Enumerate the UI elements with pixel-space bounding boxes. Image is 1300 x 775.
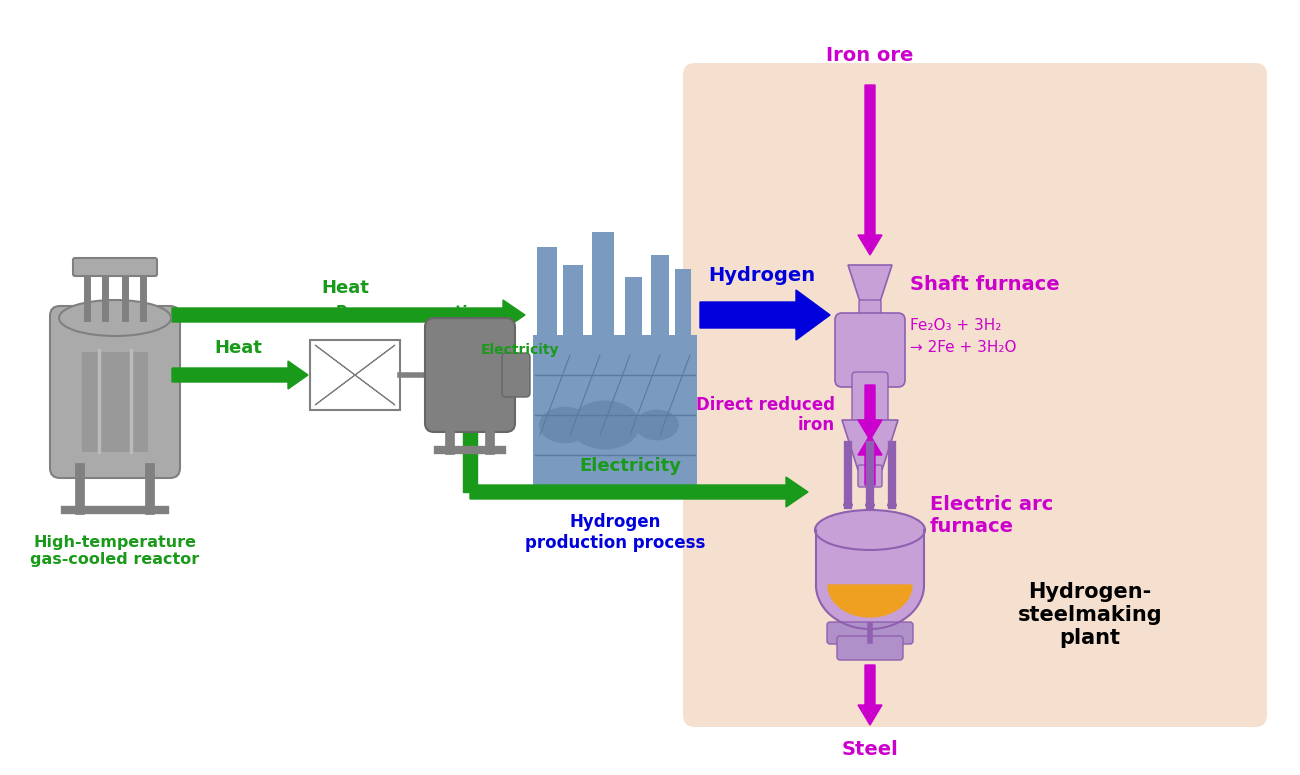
Text: Electric arc
furnace: Electric arc furnace — [930, 494, 1053, 536]
Text: Hydrogen
production process: Hydrogen production process — [525, 513, 705, 552]
Text: Power generation: Power generation — [335, 305, 489, 320]
Ellipse shape — [540, 407, 592, 443]
FancyBboxPatch shape — [73, 258, 157, 276]
FancyBboxPatch shape — [835, 313, 905, 387]
FancyBboxPatch shape — [309, 340, 400, 410]
FancyArrow shape — [858, 665, 881, 725]
Polygon shape — [816, 585, 924, 629]
Polygon shape — [828, 585, 913, 617]
Ellipse shape — [569, 401, 640, 450]
FancyBboxPatch shape — [837, 636, 904, 660]
Ellipse shape — [634, 410, 679, 440]
FancyBboxPatch shape — [82, 352, 148, 452]
FancyBboxPatch shape — [651, 255, 670, 337]
Text: Steel: Steel — [841, 740, 898, 759]
FancyArrow shape — [858, 85, 881, 255]
FancyArrow shape — [858, 435, 881, 485]
Ellipse shape — [58, 300, 172, 336]
Text: Hydrogen: Hydrogen — [708, 266, 815, 285]
FancyArrow shape — [508, 361, 528, 389]
Text: Heat: Heat — [321, 279, 369, 297]
FancyBboxPatch shape — [852, 372, 888, 424]
FancyArrow shape — [463, 319, 477, 492]
Text: High-temperature
gas-cooled reactor: High-temperature gas-cooled reactor — [30, 535, 200, 567]
Text: Hydrogen-
steelmaking
plant: Hydrogen- steelmaking plant — [1018, 582, 1162, 648]
FancyBboxPatch shape — [682, 63, 1268, 727]
Polygon shape — [848, 265, 892, 305]
FancyBboxPatch shape — [502, 353, 530, 397]
FancyBboxPatch shape — [858, 465, 881, 487]
FancyArrow shape — [172, 300, 525, 330]
FancyBboxPatch shape — [49, 306, 179, 478]
Text: → 2Fe + 3H₂O: → 2Fe + 3H₂O — [910, 339, 1017, 354]
FancyBboxPatch shape — [533, 335, 697, 495]
FancyBboxPatch shape — [675, 269, 692, 337]
FancyBboxPatch shape — [827, 622, 913, 644]
FancyBboxPatch shape — [816, 527, 924, 585]
Ellipse shape — [887, 502, 897, 508]
Text: Fe₂O₃ + 3H₂: Fe₂O₃ + 3H₂ — [910, 318, 1001, 332]
FancyBboxPatch shape — [592, 232, 614, 337]
FancyArrow shape — [471, 477, 809, 507]
Polygon shape — [842, 420, 898, 470]
Ellipse shape — [815, 510, 926, 550]
Text: Electricity: Electricity — [578, 457, 681, 475]
Text: Direct reduced
iron: Direct reduced iron — [696, 395, 835, 435]
FancyBboxPatch shape — [625, 277, 642, 337]
FancyBboxPatch shape — [859, 300, 881, 324]
Ellipse shape — [864, 502, 875, 508]
Ellipse shape — [842, 502, 853, 508]
FancyBboxPatch shape — [563, 265, 582, 337]
FancyArrow shape — [172, 361, 308, 389]
FancyBboxPatch shape — [425, 318, 515, 432]
Text: Electricity: Electricity — [481, 343, 559, 357]
Text: Heat: Heat — [214, 339, 261, 357]
Polygon shape — [315, 345, 395, 405]
Text: Shaft furnace: Shaft furnace — [910, 275, 1060, 294]
FancyArrow shape — [858, 385, 881, 440]
Text: Iron ore: Iron ore — [827, 46, 914, 65]
FancyBboxPatch shape — [537, 247, 556, 337]
FancyArrow shape — [699, 290, 829, 340]
Polygon shape — [315, 345, 395, 405]
